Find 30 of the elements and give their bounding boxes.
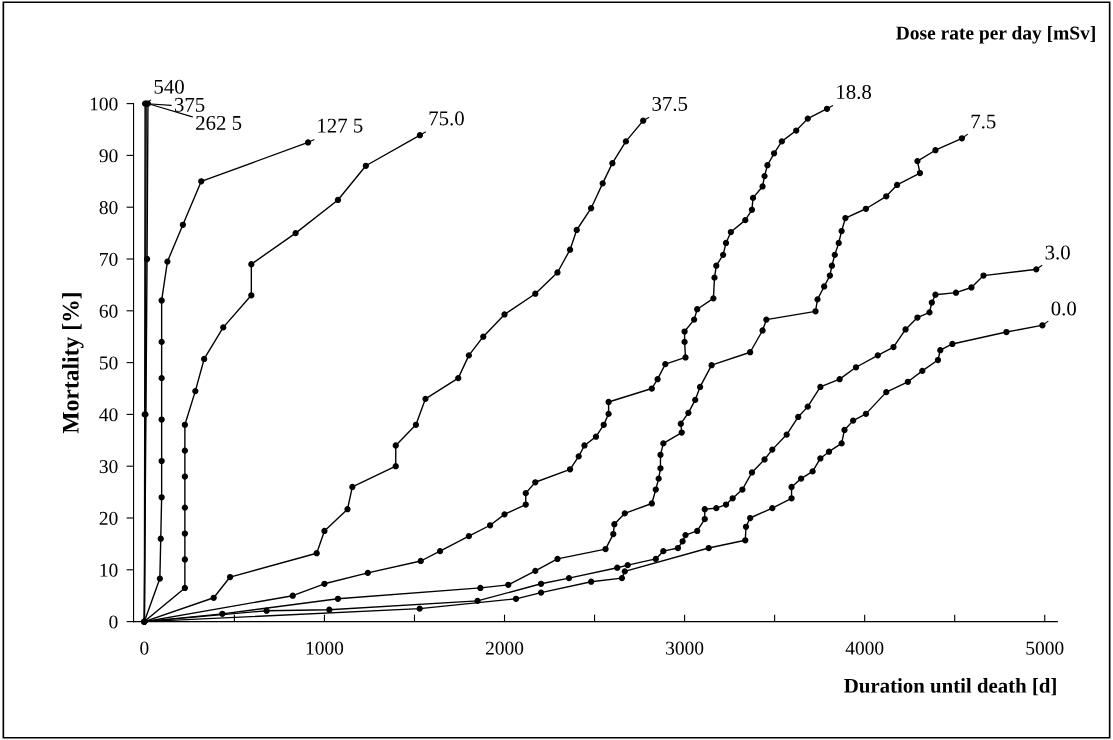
legend-label: 7.5 [971,114,996,129]
series-label: 18.8 [837,84,872,100]
y-tick-label: 20 [99,511,118,525]
x-tick-label: 0 [140,641,149,655]
x-tick-label: 2000 [485,641,524,655]
legend-title: Dose rate per day [mSv] [896,25,1095,44]
legend-label: 375 [174,97,205,112]
series-label: 75.0 [429,111,464,126]
legend-label: 3.0 [1045,245,1070,260]
x-tick-label: 3000 [666,641,704,655]
legend-label: 262 5 [196,115,242,130]
series-label: 540 [154,79,184,94]
x-tick-label: 5000 [1026,641,1064,655]
y-tick-label: 0 [109,615,118,629]
x-tick-label: 1000 [306,641,344,655]
series-label: 37.5 [652,96,688,111]
y-tick-label: 50 [99,356,118,370]
legend-label: 0.0 [1051,301,1076,316]
y-tick-label: 30 [99,460,118,474]
x-tick-label: 4000 [845,641,884,655]
series-label: 127 5 [318,118,363,133]
y-tick-label: 60 [99,304,118,318]
y-tick-label: 70 [100,252,118,266]
x-axis-title: Duration until death [d] [844,678,1056,696]
y-tick-label: 100 [90,97,118,111]
y-tick-label: 80 [99,201,118,215]
y-tick-label: 90 [99,149,118,163]
y-axis-title: Mortality [%] [62,293,84,434]
y-tick-label: 40 [99,408,118,422]
y-tick-label: 10 [100,563,118,577]
